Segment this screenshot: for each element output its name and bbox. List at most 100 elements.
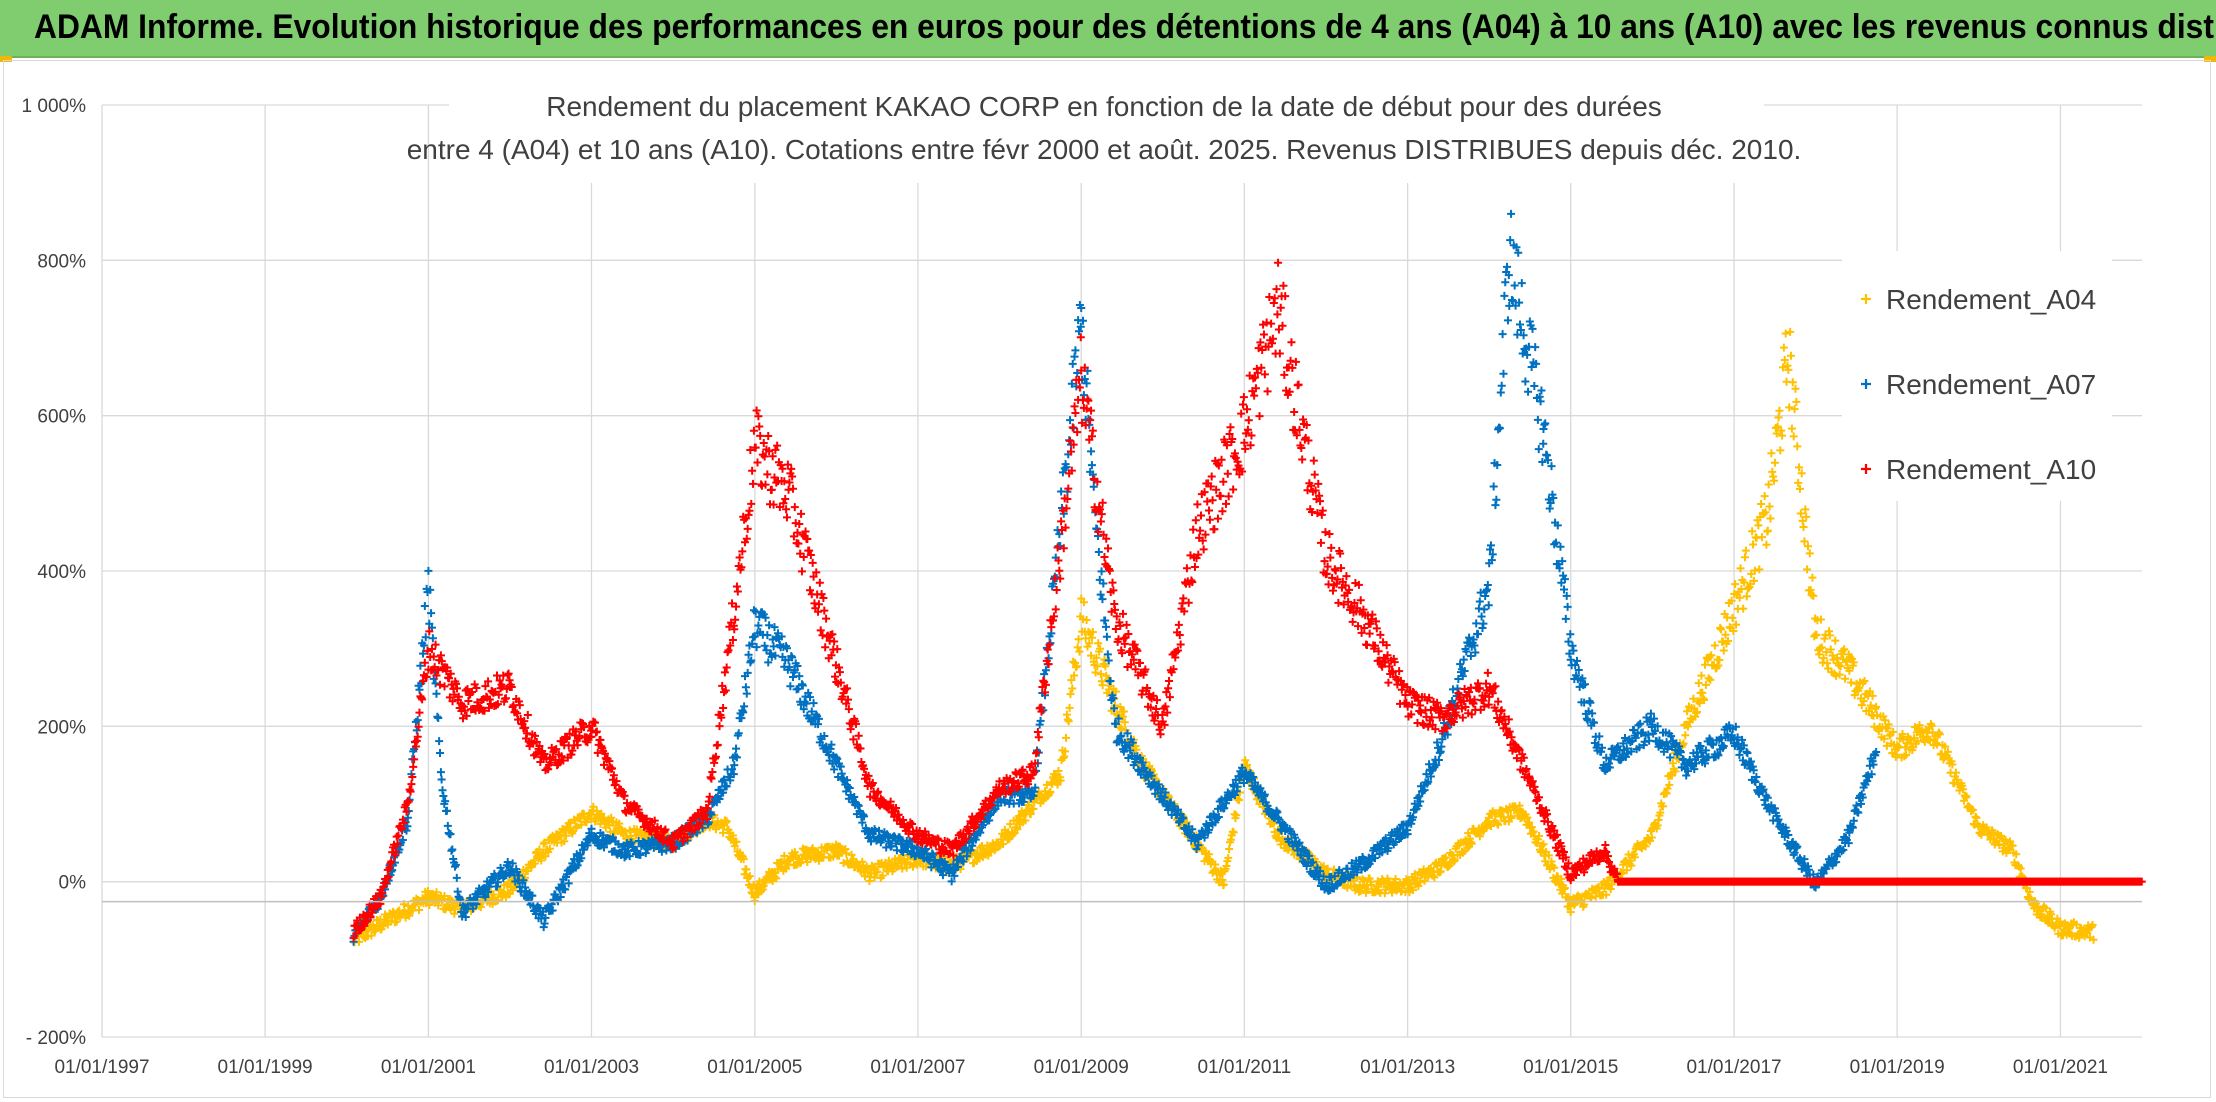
data-point	[1588, 709, 1597, 718]
data-point	[1719, 646, 1728, 655]
data-point	[1174, 620, 1183, 629]
data-point	[1106, 677, 1115, 686]
data-point	[1224, 492, 1233, 501]
data-point	[1739, 604, 1748, 613]
data-point	[1267, 319, 1276, 328]
data-point	[817, 590, 826, 599]
data-point	[719, 788, 728, 797]
data-point	[1572, 656, 1581, 665]
data-point	[1270, 294, 1279, 303]
data-point	[1138, 758, 1147, 767]
chart-svg: 1 000%800%600%400%200%0%- 200%01/01/1997…	[22, 73, 2146, 1078]
data-point	[1055, 530, 1064, 539]
data-point	[950, 871, 959, 880]
data-point	[2012, 850, 2021, 859]
data-point	[1062, 463, 1071, 472]
data-point	[1531, 343, 1540, 352]
data-point	[1097, 567, 1106, 576]
data-point	[1102, 632, 1111, 641]
data-point	[410, 755, 419, 764]
data-point	[1788, 378, 1797, 387]
data-point	[1740, 578, 1749, 587]
data-point	[1310, 470, 1319, 479]
data-point	[1849, 658, 1858, 667]
data-point	[1622, 866, 1631, 875]
data-point	[1396, 834, 1405, 843]
data-point	[1295, 838, 1304, 847]
data-point	[1483, 581, 1492, 590]
data-point	[1872, 702, 1881, 711]
data-point	[749, 479, 758, 488]
data-point	[1151, 789, 1160, 798]
data-point	[976, 828, 985, 837]
data-point	[1092, 653, 1101, 662]
data-point	[1902, 750, 1911, 759]
data-point	[392, 917, 401, 926]
data-point	[541, 913, 550, 922]
data-point	[1785, 403, 1794, 412]
data-point	[1650, 714, 1659, 723]
data-point	[1256, 338, 1265, 347]
data-point	[1456, 660, 1465, 669]
data-point	[1450, 856, 1459, 865]
data-point	[1498, 330, 1507, 339]
data-point	[1109, 694, 1118, 703]
data-point	[1775, 406, 1784, 415]
data-point	[636, 850, 645, 859]
data-point	[468, 904, 477, 913]
data-point	[1574, 666, 1583, 675]
data-point	[1207, 472, 1216, 481]
data-point	[1765, 502, 1774, 511]
data-point	[1634, 721, 1643, 730]
data-point	[1684, 722, 1693, 731]
data-point	[921, 862, 930, 871]
data-point	[732, 753, 741, 762]
data-point	[2083, 928, 2092, 937]
data-point	[1499, 369, 1508, 378]
data-point	[1646, 709, 1655, 718]
data-point	[1110, 704, 1119, 713]
data-point	[1420, 786, 1429, 795]
data-point	[1194, 841, 1203, 850]
data-point	[1308, 858, 1317, 867]
data-point	[1524, 387, 1533, 396]
data-point	[745, 872, 754, 881]
data-point	[1496, 388, 1505, 397]
data-point	[803, 857, 812, 866]
data-point	[790, 503, 799, 512]
data-point	[1503, 316, 1512, 325]
data-point	[1523, 350, 1532, 359]
data-point	[782, 864, 791, 873]
data-point	[442, 806, 451, 815]
data-point	[437, 775, 446, 784]
data-point	[1793, 442, 1802, 451]
data-point	[749, 606, 758, 615]
data-point	[1066, 416, 1075, 425]
data-point	[1761, 508, 1770, 517]
data-point	[1630, 853, 1639, 862]
data-point	[1755, 565, 1764, 574]
data-point	[1082, 379, 1091, 388]
data-point	[1762, 540, 1771, 549]
data-point	[1742, 592, 1751, 601]
data-point	[1492, 495, 1501, 504]
data-point	[1102, 671, 1111, 680]
data-point	[407, 780, 416, 789]
data-point	[798, 681, 807, 690]
data-point	[1757, 533, 1766, 542]
banner-title: ADAM Informe. Evolution historique des p…	[34, 8, 2216, 46]
data-point	[1539, 840, 1548, 849]
data-point	[1477, 612, 1486, 621]
data-point	[749, 426, 758, 435]
data-point	[1068, 684, 1077, 693]
data-point	[1409, 886, 1417, 895]
data-point	[492, 701, 501, 710]
data-point	[1778, 431, 1787, 440]
data-point	[1647, 833, 1656, 842]
data-point	[1056, 776, 1065, 785]
data-point	[827, 740, 836, 749]
data-point	[1671, 767, 1680, 776]
data-point	[1551, 538, 1560, 547]
data-point	[1692, 707, 1701, 716]
data-point	[431, 679, 440, 688]
